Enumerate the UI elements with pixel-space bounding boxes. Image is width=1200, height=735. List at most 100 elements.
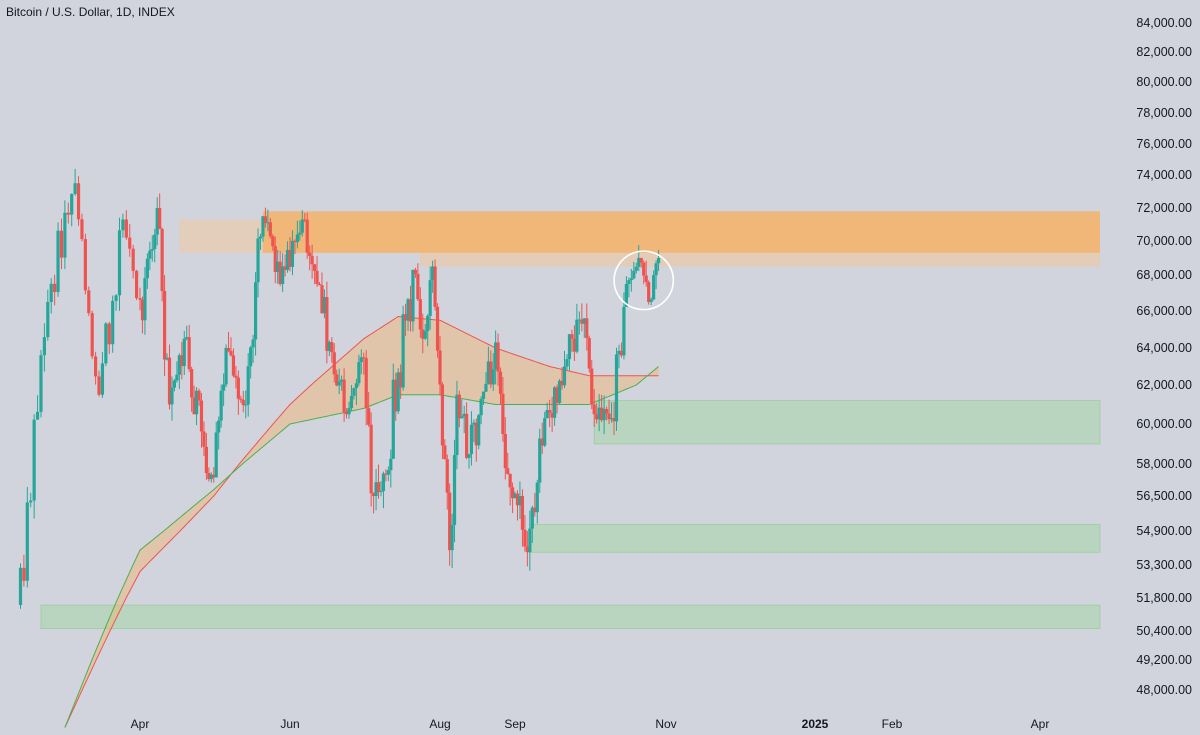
x-tick-label: Sep — [504, 717, 526, 731]
candle-body — [523, 529, 527, 547]
candle-body — [394, 379, 398, 412]
candle-body — [298, 232, 302, 235]
candle-body — [25, 502, 29, 581]
y-tick-label: 74,000.00 — [1136, 168, 1192, 182]
candle-body — [431, 266, 435, 281]
candle-body — [187, 337, 191, 370]
candle-body — [239, 398, 243, 400]
candle-body — [530, 507, 534, 529]
candle-body — [438, 350, 442, 385]
candle-body — [491, 369, 495, 385]
candle-body — [357, 362, 361, 384]
candle-body — [374, 482, 378, 496]
candle-body — [104, 323, 108, 364]
candle-body — [224, 348, 228, 385]
candle-body — [253, 282, 258, 340]
candle-body — [207, 473, 211, 480]
candle-body — [654, 263, 658, 276]
candle-body — [153, 234, 157, 250]
candle-body — [165, 357, 169, 360]
candle-body — [543, 418, 547, 446]
candle-body — [134, 270, 139, 299]
candle-body — [340, 379, 344, 382]
candle-body — [332, 352, 336, 375]
candle-body — [515, 493, 520, 506]
candle-body — [320, 285, 324, 314]
candle-body — [49, 283, 53, 302]
candle-body — [170, 387, 174, 405]
candle-body — [22, 567, 26, 581]
candle-body — [182, 338, 186, 367]
x-tick-label: Jun — [280, 717, 299, 731]
candle-body — [577, 319, 581, 321]
candle-body — [59, 230, 64, 258]
y-tick-label: 70,000.00 — [1136, 234, 1192, 248]
candle-body — [489, 361, 493, 385]
candle-body — [315, 270, 319, 284]
candle-body — [32, 419, 36, 501]
candle-body — [111, 300, 115, 345]
candle-body — [94, 356, 98, 377]
support-zone-3 — [593, 400, 1101, 445]
support-zone-4 — [529, 524, 1101, 553]
candle-body — [460, 416, 464, 419]
candle-body — [533, 507, 537, 513]
candle-body — [202, 431, 206, 447]
candle-body — [177, 355, 181, 375]
candle-body — [73, 183, 77, 194]
candle-body — [155, 208, 159, 235]
y-tick-label: 58,000.00 — [1136, 457, 1192, 471]
candle-body — [347, 408, 351, 415]
annotation-layer — [613, 250, 675, 311]
candle-body — [276, 261, 280, 272]
candle-body — [121, 219, 125, 231]
candle-body — [570, 334, 574, 339]
candle-body — [288, 249, 292, 267]
candle-body — [162, 290, 167, 360]
candle-body — [525, 546, 529, 553]
candle-body — [192, 397, 196, 415]
y-axis[interactable]: 84,000.00 82,000.00 80,000.00 78,000.00 76,0… — [1136, 16, 1192, 697]
candle-body — [46, 302, 50, 338]
candle-body — [271, 236, 275, 247]
candle-body — [528, 528, 532, 553]
x-axis[interactable]: Apr Jun Aug Sep Nov 2025 Feb Apr — [131, 717, 1050, 731]
candle-body — [190, 369, 194, 398]
candles-layer — [18, 168, 661, 609]
y-tick-label: 53,300.00 — [1136, 558, 1192, 572]
candle-body — [403, 314, 408, 321]
candle-body — [197, 390, 201, 401]
candle-body — [273, 246, 277, 272]
candle-body — [337, 381, 341, 386]
candle-body — [435, 306, 440, 351]
candle-body — [278, 261, 282, 284]
candle-body — [128, 237, 132, 249]
candle-body — [452, 455, 457, 525]
y-tick-label: 78,000.00 — [1136, 106, 1192, 120]
candle-body — [349, 395, 354, 409]
candle-body — [236, 377, 240, 399]
candle-body — [389, 458, 393, 471]
y-tick-label: 68,000.00 — [1136, 268, 1192, 282]
candle-body — [281, 266, 285, 284]
candle-body — [602, 408, 606, 421]
candle-body — [391, 379, 395, 459]
candle-body — [204, 446, 208, 474]
candle-body — [283, 266, 287, 270]
candle-body — [604, 408, 609, 414]
candle-body — [90, 313, 94, 357]
candle-body — [226, 348, 231, 351]
candle-body — [310, 255, 314, 265]
candle-body — [472, 422, 476, 425]
candle-body — [97, 376, 101, 395]
y-tick-label: 80,000.00 — [1136, 75, 1192, 89]
candle-body — [344, 412, 349, 415]
candle-body — [567, 334, 572, 360]
candle-body — [508, 473, 512, 488]
x-tick-label: Nov — [655, 717, 676, 731]
candle-body — [249, 347, 253, 367]
zones-layer — [40, 211, 1101, 630]
candle-body — [587, 338, 591, 369]
